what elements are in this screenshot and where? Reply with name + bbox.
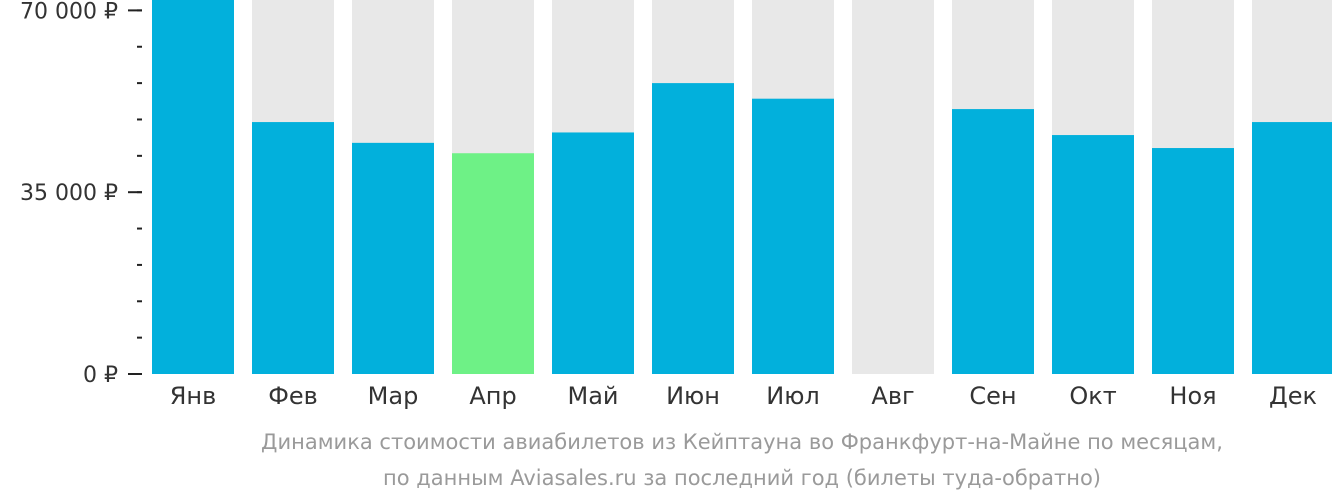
bar-3: [352, 142, 434, 374]
bars: [152, 0, 1332, 374]
x-tick-label: Май: [567, 382, 618, 410]
x-tick-label: Авг: [871, 382, 914, 410]
x-tick-label: Ноя: [1169, 382, 1216, 410]
bar-7: [752, 98, 834, 374]
bar-11: [1152, 148, 1234, 374]
bar-5: [552, 132, 634, 374]
x-tick-label: Июл: [766, 382, 820, 410]
y-axis: 0 ₽ 35 000 ₽ 70 000 ₽: [20, 0, 142, 388]
x-tick-label: Дек: [1269, 382, 1317, 410]
y-tick-label: 0 ₽: [83, 363, 118, 388]
bar-9: [952, 109, 1034, 374]
x-tick-label: Июн: [666, 382, 720, 410]
x-axis-labels: Янв Фев Мар Апр Май Июн Июл Авг Сен Окт Ноя Дек: [170, 382, 1317, 410]
y-tick-label: 35 000 ₽: [20, 181, 118, 206]
caption-line-2: по данным Aviasales.ru за последний год …: [383, 466, 1101, 490]
x-tick-label: Мар: [368, 382, 419, 410]
bar-1: [152, 0, 234, 374]
bar-12: [1252, 122, 1332, 374]
bar-6: [652, 83, 734, 374]
x-tick-label: Сен: [969, 382, 1016, 410]
bar-10: [1052, 135, 1134, 374]
bar-2: [252, 122, 334, 374]
x-tick-label: Окт: [1069, 382, 1116, 410]
x-tick-label: Фев: [268, 382, 318, 410]
x-tick-label: Апр: [469, 382, 516, 410]
x-tick-label: Янв: [170, 382, 217, 410]
bar-track-8: [852, 0, 934, 374]
y-tick-label: 70 000 ₽: [20, 0, 118, 24]
bar-4: [452, 153, 534, 374]
price-bar-chart: 0 ₽ 35 000 ₽ 70 000 ₽ Янв Фев Мар Апр Май Июн Ию…: [20, 0, 1332, 410]
caption-line-1: Динамика стоимости авиабилетов из Кейпта…: [261, 430, 1223, 454]
